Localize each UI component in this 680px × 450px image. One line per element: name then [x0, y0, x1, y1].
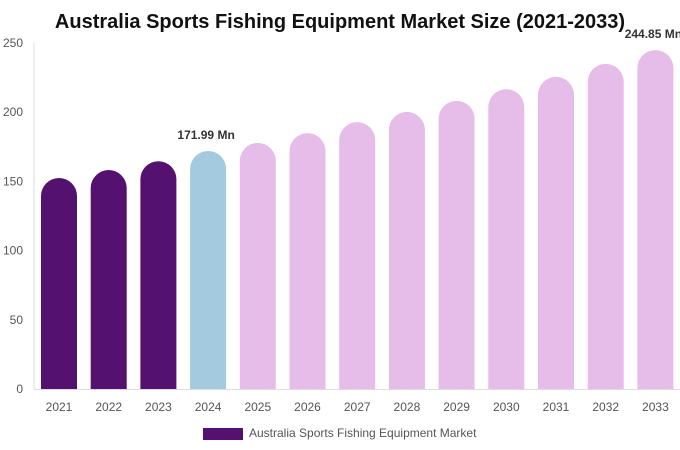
x-tick-label: 2033 — [642, 400, 669, 414]
y-tick-label: 150 — [3, 174, 23, 188]
chart-title: Australia Sports Fishing Equipment Marke… — [55, 11, 625, 33]
x-tick-label: 2021 — [46, 400, 73, 414]
x-tick-label: 2022 — [95, 400, 122, 414]
x-tick-label: 2025 — [244, 400, 271, 414]
y-tick-label: 0 — [16, 382, 23, 396]
data-label: 171.99 Mn — [177, 128, 234, 142]
bar-2024[interactable] — [190, 150, 227, 389]
x-tick-label: 2026 — [294, 400, 321, 414]
x-tick-label: 2029 — [443, 400, 470, 414]
x-tick-label: 2030 — [493, 400, 520, 414]
y-tick-label: 250 — [3, 36, 23, 50]
bar-2025[interactable] — [239, 142, 276, 389]
x-tick-label: 2031 — [543, 400, 570, 414]
data-label: 244.85 Mn — [625, 27, 680, 41]
y-tick-label: 100 — [3, 244, 23, 258]
bar-2029[interactable] — [438, 100, 475, 389]
bar-2022[interactable] — [90, 170, 127, 389]
bar-2032[interactable] — [587, 63, 624, 389]
x-tick-label: 2032 — [592, 400, 619, 414]
y-tick-label: 200 — [3, 105, 23, 119]
x-tick-label: 2027 — [344, 400, 371, 414]
bar-2027[interactable] — [339, 122, 376, 389]
legend-label[interactable]: Australia Sports Fishing Equipment Marke… — [249, 426, 477, 440]
legend-swatch — [203, 428, 243, 440]
bar-2021[interactable] — [41, 177, 77, 389]
bar-2028[interactable] — [388, 111, 425, 389]
bar-2033[interactable] — [637, 50, 674, 390]
bar-2031[interactable] — [538, 76, 574, 390]
x-tick-label: 2028 — [394, 400, 421, 414]
x-tick-label: 2023 — [145, 400, 172, 414]
bar-2023[interactable] — [140, 161, 177, 389]
x-tick-label: 2024 — [195, 400, 222, 414]
bar-2030[interactable] — [488, 89, 525, 390]
bar-2026[interactable] — [289, 133, 326, 389]
y-tick-label: 50 — [10, 313, 24, 327]
